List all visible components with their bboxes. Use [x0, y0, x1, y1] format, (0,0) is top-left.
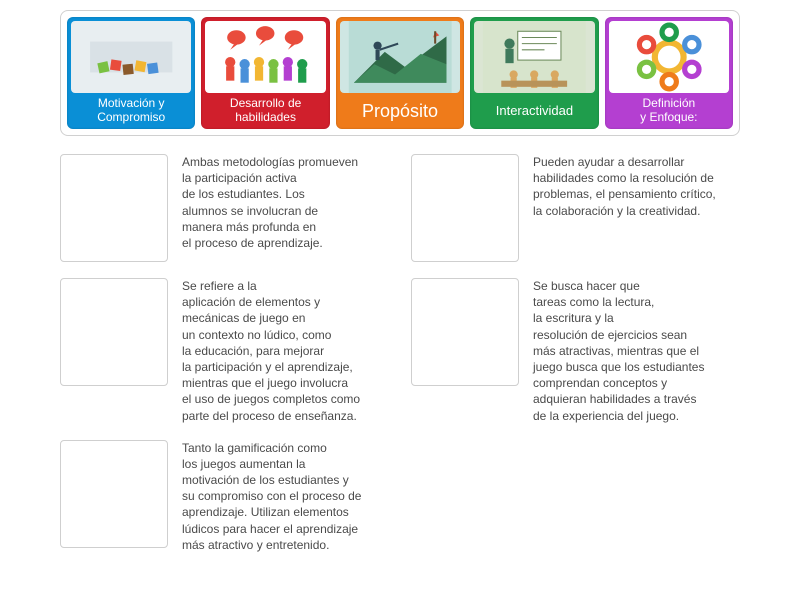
card-thumb	[609, 21, 729, 93]
card-proposito[interactable]: Propósito	[336, 17, 464, 129]
card-bar: Motivación yCompromiso	[60, 10, 740, 136]
match-item: Tanto la gamificación comolos juegos aum…	[60, 440, 389, 553]
match-item: Ambas metodologías promuevenla participa…	[60, 154, 389, 262]
dropzone[interactable]	[60, 440, 168, 548]
right-column: Pueden ayudar a desarrollarhabilidades c…	[411, 154, 740, 553]
dropzone[interactable]	[411, 278, 519, 386]
description-text: Ambas metodologías promuevenla participa…	[182, 154, 358, 251]
card-label: Definicióny Enfoque:	[640, 93, 697, 125]
description-text: Tanto la gamificación comolos juegos aum…	[182, 440, 361, 553]
card-label: Interactividad	[496, 93, 573, 125]
description-text: Se refiere a laaplicación de elementos y…	[182, 278, 360, 424]
match-item: Pueden ayudar a desarrollarhabilidades c…	[411, 154, 740, 262]
dropzone[interactable]	[60, 278, 168, 386]
card-motivacion[interactable]: Motivación yCompromiso	[67, 17, 195, 129]
dropzone[interactable]	[411, 154, 519, 262]
card-thumb	[474, 21, 594, 93]
card-label: Motivación yCompromiso	[97, 93, 165, 125]
card-interactividad[interactable]: Interactividad	[470, 17, 598, 129]
card-thumb	[205, 21, 325, 93]
match-item: Se busca hacer quetareas como la lectura…	[411, 278, 740, 424]
card-thumb	[71, 21, 191, 93]
card-desarrollo[interactable]: Desarrollo dehabilidades	[201, 17, 329, 129]
match-item: Se refiere a laaplicación de elementos y…	[60, 278, 389, 424]
dropzone[interactable]	[60, 154, 168, 262]
match-area: Ambas metodologías promuevenla participa…	[60, 154, 740, 553]
card-label: Desarrollo dehabilidades	[230, 93, 301, 125]
card-label: Propósito	[362, 93, 438, 125]
description-text: Se busca hacer quetareas como la lectura…	[533, 278, 704, 424]
left-column: Ambas metodologías promuevenla participa…	[60, 154, 389, 553]
description-text: Pueden ayudar a desarrollarhabilidades c…	[533, 154, 716, 219]
card-definicion[interactable]: Definicióny Enfoque:	[605, 17, 733, 129]
card-thumb	[340, 21, 460, 93]
